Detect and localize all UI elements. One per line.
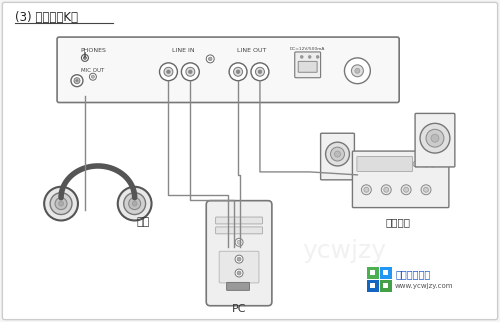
Text: LINE OUT: LINE OUT	[238, 48, 266, 53]
Text: LINE IN: LINE IN	[172, 48, 195, 53]
Circle shape	[76, 80, 78, 82]
Circle shape	[237, 271, 241, 275]
Circle shape	[50, 193, 72, 214]
Text: ycwjzy: ycwjzy	[302, 239, 386, 263]
Circle shape	[401, 185, 411, 195]
Bar	[380, 280, 392, 292]
Circle shape	[235, 238, 243, 246]
Bar	[368, 280, 380, 292]
Circle shape	[384, 187, 388, 192]
Circle shape	[330, 147, 344, 161]
FancyBboxPatch shape	[320, 133, 354, 180]
FancyBboxPatch shape	[216, 227, 262, 234]
Circle shape	[308, 55, 311, 58]
Bar	[370, 283, 376, 288]
Circle shape	[423, 161, 429, 167]
Circle shape	[206, 55, 214, 63]
Bar	[368, 267, 380, 279]
Circle shape	[300, 55, 303, 58]
FancyBboxPatch shape	[415, 113, 455, 167]
Bar	[384, 270, 388, 275]
Circle shape	[354, 171, 361, 178]
Circle shape	[431, 134, 439, 142]
Circle shape	[258, 70, 262, 73]
Circle shape	[44, 187, 78, 221]
Text: 耳机: 耳机	[136, 217, 150, 227]
Circle shape	[424, 187, 428, 192]
Text: (3) 电脑本地K歌: (3) 电脑本地K歌	[16, 11, 78, 24]
Circle shape	[71, 75, 83, 87]
Circle shape	[55, 198, 67, 210]
Circle shape	[92, 75, 94, 78]
FancyBboxPatch shape	[295, 52, 320, 78]
Text: www.ycwjzy.com: www.ycwjzy.com	[395, 283, 454, 289]
FancyBboxPatch shape	[2, 2, 498, 320]
Circle shape	[344, 58, 370, 84]
FancyBboxPatch shape	[57, 37, 399, 102]
Circle shape	[237, 257, 241, 261]
Circle shape	[182, 63, 200, 81]
FancyBboxPatch shape	[219, 251, 259, 283]
Text: DC=12V/500mA: DC=12V/500mA	[290, 47, 326, 51]
FancyBboxPatch shape	[357, 156, 412, 171]
Bar	[380, 267, 392, 279]
Circle shape	[58, 201, 64, 206]
Circle shape	[132, 201, 137, 206]
Text: 纯净系统之家: 纯净系统之家	[395, 269, 430, 279]
Circle shape	[326, 142, 349, 166]
Text: 功放音筱: 功放音筱	[386, 217, 410, 228]
Circle shape	[234, 67, 242, 76]
Circle shape	[236, 70, 240, 73]
Circle shape	[118, 187, 152, 221]
Circle shape	[229, 63, 247, 81]
FancyBboxPatch shape	[216, 217, 262, 224]
Circle shape	[128, 198, 140, 210]
Circle shape	[426, 129, 444, 147]
Circle shape	[235, 255, 243, 263]
Circle shape	[352, 65, 364, 77]
Circle shape	[84, 56, 86, 59]
Bar	[370, 270, 376, 275]
Circle shape	[382, 185, 391, 195]
Circle shape	[164, 67, 173, 76]
FancyBboxPatch shape	[298, 62, 317, 72]
Circle shape	[237, 240, 241, 244]
Circle shape	[362, 185, 372, 195]
FancyBboxPatch shape	[352, 151, 449, 208]
Circle shape	[124, 193, 146, 214]
FancyBboxPatch shape	[206, 201, 272, 306]
Circle shape	[334, 151, 340, 157]
Circle shape	[420, 123, 450, 153]
Circle shape	[160, 63, 178, 81]
Circle shape	[74, 78, 80, 84]
Circle shape	[364, 187, 369, 192]
Circle shape	[355, 68, 360, 73]
Circle shape	[208, 57, 212, 61]
FancyBboxPatch shape	[226, 282, 250, 290]
Circle shape	[82, 54, 88, 62]
Text: MIC OUT: MIC OUT	[82, 68, 104, 73]
Text: PHONES: PHONES	[80, 48, 106, 53]
Circle shape	[430, 161, 436, 167]
Circle shape	[316, 55, 319, 58]
Circle shape	[404, 187, 408, 192]
Text: PC: PC	[232, 304, 246, 314]
Circle shape	[90, 73, 96, 80]
Circle shape	[421, 185, 431, 195]
Circle shape	[413, 161, 419, 167]
Circle shape	[235, 269, 243, 277]
Circle shape	[166, 70, 170, 73]
Bar	[384, 283, 388, 288]
Circle shape	[188, 70, 192, 73]
Circle shape	[256, 67, 264, 76]
Circle shape	[186, 67, 195, 76]
Circle shape	[251, 63, 269, 81]
